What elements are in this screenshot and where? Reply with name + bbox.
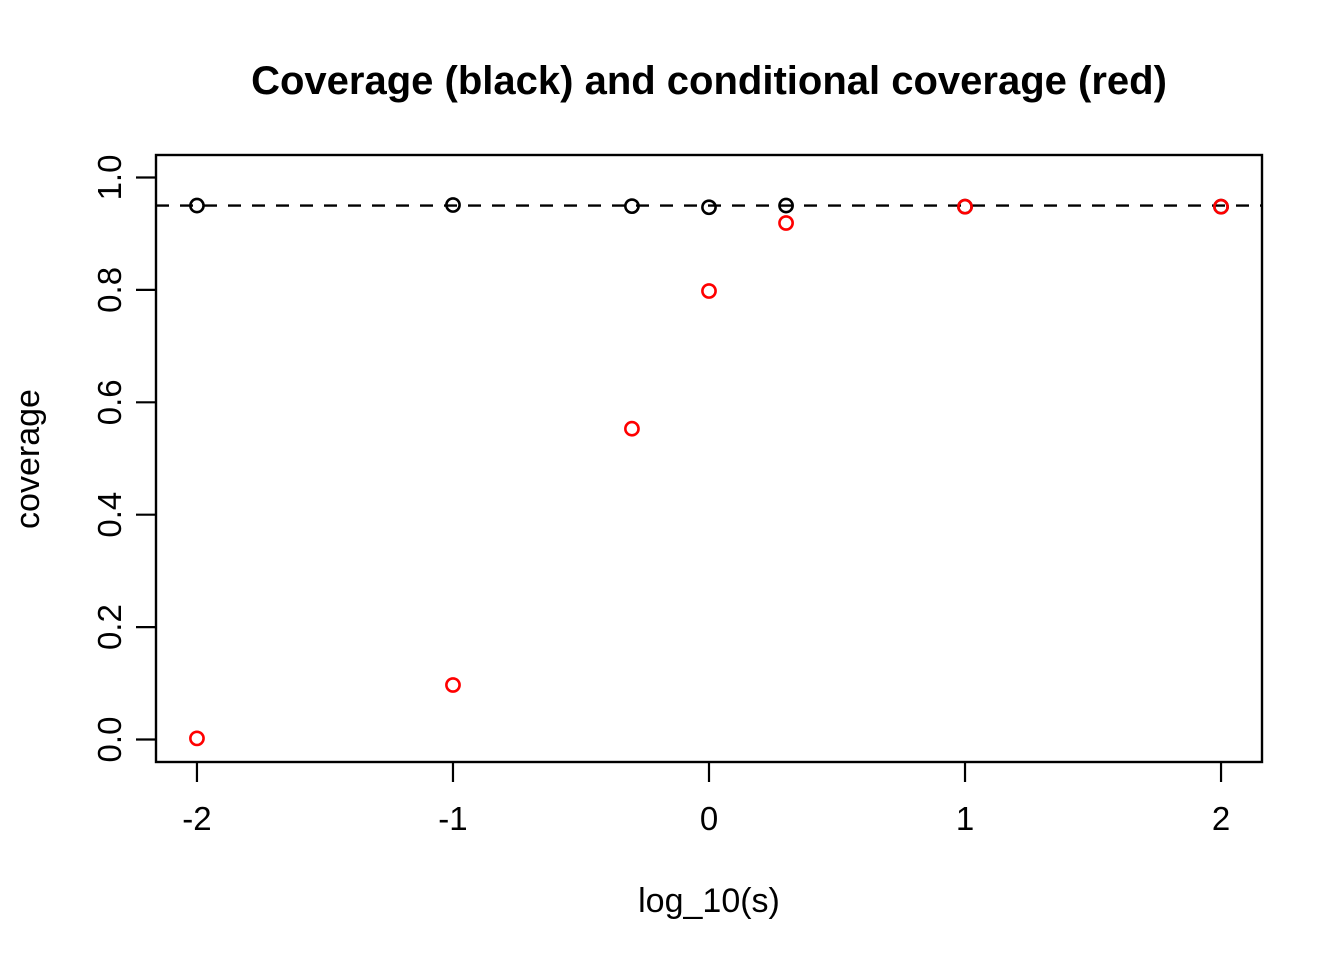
y-axis-label: coverage bbox=[9, 389, 47, 529]
data-point-conditional-coverage bbox=[445, 677, 461, 693]
x-axis-label: log_10(s) bbox=[638, 882, 780, 920]
x-tick-label: -2 bbox=[182, 800, 211, 837]
y-tick-label: 0.4 bbox=[91, 492, 128, 538]
data-point-conditional-coverage bbox=[701, 283, 717, 299]
chart-title: Coverage (black) and conditional coverag… bbox=[251, 59, 1167, 103]
x-tick-label: 2 bbox=[1212, 800, 1230, 837]
data-point-coverage bbox=[624, 198, 640, 215]
y-tick-label: 0.6 bbox=[91, 379, 128, 425]
x-tick-label: 1 bbox=[956, 800, 974, 837]
x-tick-label: -1 bbox=[438, 800, 467, 837]
data-point-conditional-coverage bbox=[189, 730, 205, 747]
data-point-conditional-coverage bbox=[778, 215, 794, 231]
data-point-coverage bbox=[189, 197, 205, 214]
data-point-conditional-coverage bbox=[1213, 198, 1229, 215]
data-point-coverage bbox=[701, 199, 717, 216]
data-point-conditional-coverage bbox=[624, 420, 640, 437]
y-tick-label: 0.2 bbox=[91, 604, 128, 650]
y-tick-label: 0.8 bbox=[91, 267, 128, 313]
data-point-coverage bbox=[445, 197, 461, 213]
plot-box bbox=[154, 153, 1264, 764]
x-tick-label: 0 bbox=[700, 800, 718, 837]
y-tick-label: 0.0 bbox=[91, 717, 128, 763]
data-point-conditional-coverage bbox=[957, 198, 973, 215]
data-point-coverage bbox=[778, 197, 794, 214]
y-tick-label: 1.0 bbox=[91, 155, 128, 201]
